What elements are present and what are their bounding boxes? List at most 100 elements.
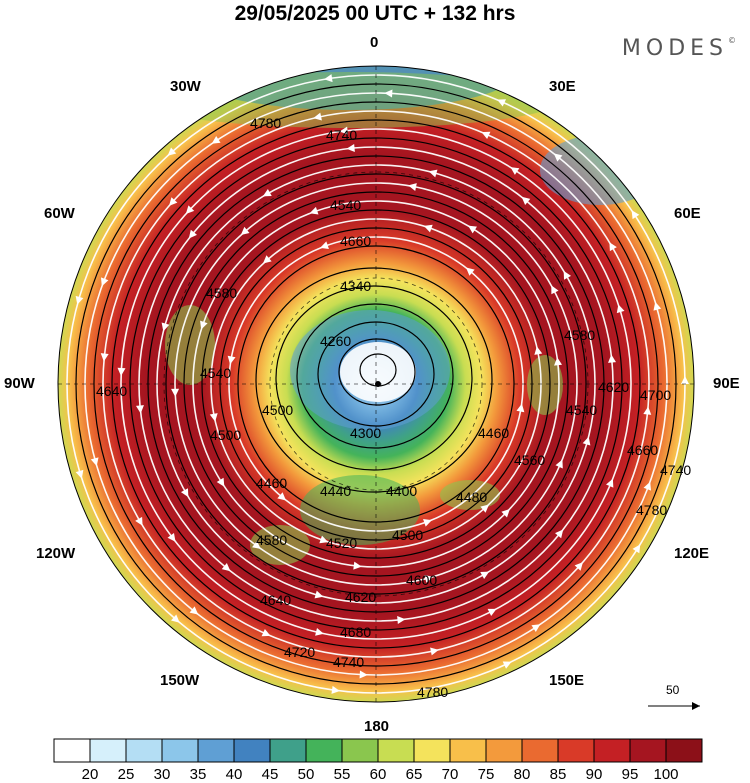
- streamline-arrowhead: [261, 628, 271, 637]
- streamline-arrowhead: [632, 544, 641, 554]
- streamline-arrowhead: [582, 436, 591, 446]
- contour-label: 4260: [320, 333, 351, 349]
- streamline-arrowhead: [227, 355, 236, 365]
- colorbar-swatch: [485, 738, 523, 763]
- map-disc: [58, 66, 694, 702]
- colorbar: [53, 738, 703, 763]
- green-lobe-east: [527, 355, 563, 415]
- streamline-arrowhead: [167, 147, 177, 156]
- colorbar-swatch: [233, 738, 271, 763]
- contour-label: 4580: [206, 285, 237, 301]
- contour-ring: [275, 285, 473, 471]
- streamline-arrowhead: [188, 229, 197, 239]
- vector-reference-label: 50: [666, 683, 680, 697]
- contour-label: 4720: [284, 644, 315, 660]
- streamline-arrowhead: [481, 131, 491, 140]
- streamline-arrowhead: [423, 224, 433, 233]
- streamline-arrowhead: [480, 571, 490, 580]
- lon-label-60e: 60E: [674, 205, 701, 222]
- streamline-arrowhead: [211, 136, 221, 144]
- colorbar-swatch: [269, 738, 307, 763]
- contour-label: 4580: [564, 327, 595, 343]
- contour-label: 4540: [566, 402, 597, 418]
- streamline-arrowhead: [221, 563, 231, 572]
- streamline-arrowhead: [608, 354, 617, 363]
- colorbar-swatch: [341, 738, 379, 763]
- colorbar-tick-label: 80: [513, 766, 531, 783]
- streamline-arrowhead: [313, 112, 322, 121]
- contour-ring: [296, 303, 454, 449]
- streamline-arrowhead: [171, 388, 180, 397]
- streamline-arrowhead: [353, 561, 362, 570]
- streamline-arrowhead: [487, 608, 497, 616]
- streamline-arrowhead: [531, 624, 541, 632]
- streamline-arrowhead: [497, 99, 507, 107]
- colorbar-swatch: [377, 738, 415, 763]
- colorbar-swatch: [665, 738, 703, 763]
- streamline-arrowhead: [100, 353, 109, 362]
- streamline-arrowhead: [320, 241, 329, 249]
- colorbar-tick-label: 75: [477, 766, 495, 783]
- streamline-arrowhead: [117, 367, 126, 376]
- lon-label-30w: 30W: [170, 78, 201, 95]
- streamline-arrowhead: [185, 205, 195, 214]
- colorbar-swatch: [89, 738, 127, 763]
- lon-label-90w: 90W: [4, 375, 35, 392]
- brand-name: MODES: [621, 36, 728, 61]
- contour-label: 4660: [340, 233, 371, 249]
- streamline-arrowhead: [606, 478, 614, 488]
- colorbar-tick-label: 100: [653, 766, 679, 783]
- streamline-arrowhead: [277, 492, 287, 501]
- streamline-arrowhead: [502, 661, 512, 669]
- streamline-arrowhead: [90, 457, 99, 467]
- streamline-arrowhead: [631, 210, 640, 220]
- lon-label-180: 180: [364, 718, 390, 735]
- streamline-arrowhead: [324, 74, 333, 83]
- contour-label: 4500: [210, 427, 241, 443]
- streamline-arrowhead: [240, 226, 250, 236]
- map-border: [57, 65, 695, 703]
- streamline-arrowhead: [408, 183, 417, 191]
- contour-label: 4560: [514, 452, 545, 468]
- streamline-arrowhead: [430, 647, 439, 656]
- contour-label: 4660: [627, 442, 658, 458]
- contour-label: 4580: [256, 532, 287, 548]
- colorbar-swatch: [53, 738, 91, 763]
- streamline-arrowhead: [169, 197, 178, 206]
- colorbar-swatch: [521, 738, 559, 763]
- streamline-arrowhead: [574, 562, 583, 571]
- contour-label: 4620: [598, 379, 629, 395]
- streamline-arrowheads: [75, 74, 689, 694]
- contour-label: 4780: [417, 684, 448, 700]
- streamline-arrowhead: [555, 529, 564, 539]
- streamline-arrowhead: [534, 346, 543, 355]
- streamline-arrowhead: [135, 516, 143, 526]
- lon-label-90e: 90E: [713, 375, 740, 392]
- streamline-arrowhead: [501, 509, 510, 518]
- map-title: 29/05/2025 00 UTC + 132 hrs: [234, 2, 516, 25]
- colorbar-tick-label: 45: [261, 766, 279, 783]
- streamline-arrowhead: [563, 270, 572, 280]
- streamline: [174, 182, 578, 586]
- green-lobe-se: [440, 480, 500, 510]
- colorbar-tick-label: 70: [441, 766, 459, 783]
- contour-label: 4640: [96, 383, 127, 399]
- contour-ring: [183, 191, 569, 577]
- colorbar-swatch: [629, 738, 667, 763]
- contour-label: 4500: [392, 527, 423, 543]
- contour-label: 4780: [250, 115, 281, 131]
- latitude-circle: [163, 171, 589, 597]
- streamline-arrowhead: [315, 627, 324, 636]
- streamline-arrowhead: [609, 242, 617, 252]
- contour-label: 4440: [320, 483, 351, 499]
- colorbar-swatch: [197, 738, 235, 763]
- streamline-arrowhead: [171, 614, 180, 623]
- colorbar-tick-label: 35: [189, 766, 207, 783]
- contour-label: 4460: [478, 425, 509, 441]
- colorbar-swatch: [161, 738, 199, 763]
- streamline-arrowhead: [468, 225, 477, 234]
- vector-reference-arrow: [648, 702, 700, 710]
- streamline-arrowhead: [423, 519, 432, 527]
- contour-label: 4700: [640, 387, 671, 403]
